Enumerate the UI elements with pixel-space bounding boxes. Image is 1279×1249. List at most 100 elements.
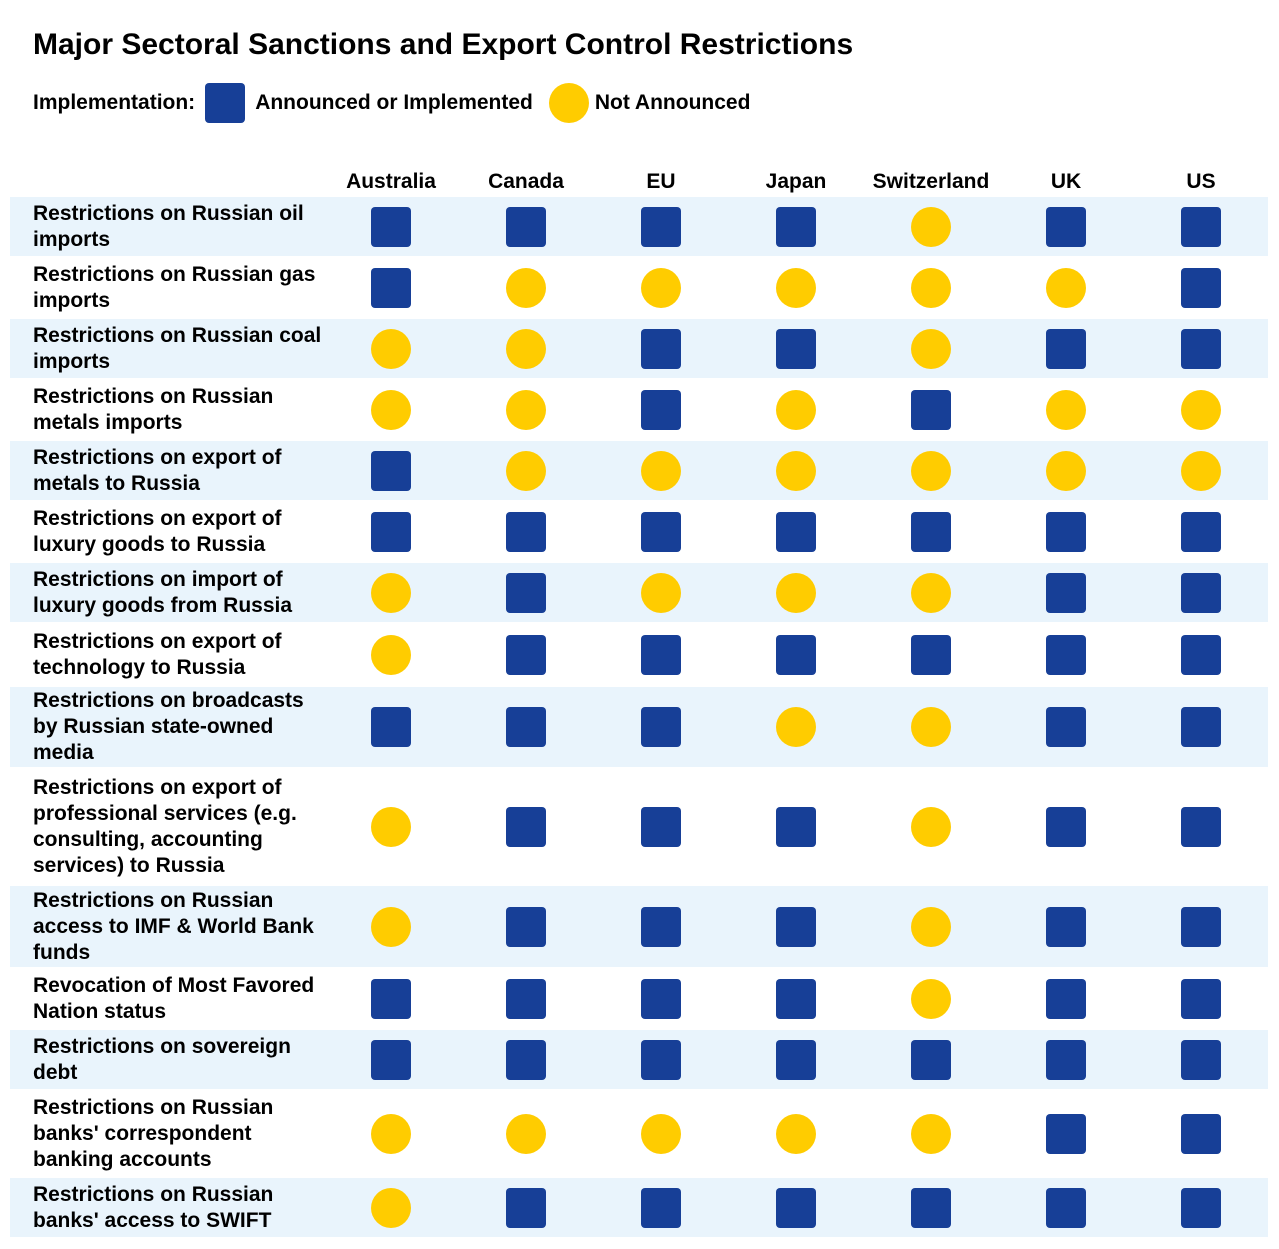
announced-square-marker [1181, 1187, 1221, 1228]
announced-square-marker [776, 806, 816, 847]
announced-square-marker [776, 328, 816, 369]
not-announced-circle-marker [641, 1113, 681, 1154]
not-announced-circle-marker [776, 267, 816, 308]
row-label: Restrictions on import of luxury goods f… [33, 567, 293, 617]
not-announced-circle-marker [641, 572, 681, 613]
legend-label-announced: Announced or Implemented [255, 91, 533, 114]
table-row: Restrictions on Russian oil imports [10, 196, 1268, 257]
row-label: Restrictions on Russian oil imports [33, 201, 304, 251]
not-announced-circle-marker [911, 806, 951, 847]
not-announced-circle-marker [776, 707, 816, 747]
announced-square-marker [641, 634, 681, 675]
table-row: Restrictions on export of luxury goods t… [10, 501, 1268, 562]
announced-square-marker [371, 206, 411, 247]
sanctions-table: Australia Canada EU Japan Switzerland UK US Re… [10, 166, 1268, 1238]
not-announced-circle-marker [371, 389, 411, 430]
legend: Implementation: Announced or Implemented… [33, 82, 750, 124]
not-announced-circle-marker [371, 806, 411, 847]
not-announced-circle-marker [506, 450, 546, 491]
announced-square-marker [911, 1039, 951, 1080]
not-announced-circle-marker [371, 634, 411, 675]
not-announced-circle-marker [911, 1113, 951, 1154]
table-row: Restrictions on export of technology to … [10, 623, 1268, 686]
not-announced-circle-marker [776, 572, 816, 613]
announced-square-marker [1046, 1187, 1086, 1228]
row-label: Restrictions on Russian banks' access to… [33, 1182, 274, 1232]
announced-square-marker [911, 389, 951, 430]
legend-label-not-announced: Not Announced [594, 91, 751, 114]
announced-square-marker [506, 1187, 546, 1228]
not-announced-circle-marker [371, 572, 411, 613]
announced-square-marker [1181, 978, 1221, 1019]
row-label: Restrictions on export of technology to … [33, 629, 282, 679]
announced-square-marker [371, 511, 411, 552]
announced-square-marker [506, 906, 546, 947]
not-announced-circle-marker [1046, 450, 1086, 491]
not-announced-circle-marker [776, 1113, 816, 1154]
row-label: Restrictions on export of professional s… [33, 775, 297, 877]
announced-square-marker [1181, 906, 1221, 947]
legend-square-marker [205, 83, 246, 123]
announced-square-marker [776, 511, 816, 552]
table-row: Restrictions on Russian banks' access to… [10, 1177, 1268, 1238]
announced-square-marker [371, 267, 411, 308]
not-announced-circle-marker [641, 267, 681, 308]
row-label: Restrictions on Russian access to IMF & … [33, 888, 314, 964]
announced-square-marker [641, 389, 681, 430]
not-announced-circle-marker [506, 1113, 546, 1154]
legend-circle-marker [548, 83, 589, 123]
not-announced-circle-marker [911, 450, 951, 491]
announced-square-marker [1046, 634, 1086, 675]
column-header-switzerland: Switzerland [872, 170, 990, 193]
not-announced-circle-marker [1181, 450, 1221, 491]
table-row: Revocation of Most Favored Nation status [10, 968, 1268, 1029]
announced-square-marker [1181, 206, 1221, 247]
announced-square-marker [506, 511, 546, 552]
not-announced-circle-marker [911, 206, 951, 247]
not-announced-circle-marker [911, 906, 951, 947]
announced-square-marker [641, 707, 681, 747]
column-header-row: Australia Canada EU Japan Switzerland UK US [10, 166, 1268, 196]
announced-square-marker [641, 1039, 681, 1080]
row-label: Restrictions on sovereign debt [33, 1034, 291, 1084]
announced-square-marker [1046, 1039, 1086, 1080]
not-announced-circle-marker [1046, 389, 1086, 430]
table-row: Restrictions on export of professional s… [10, 768, 1268, 885]
column-header-us: US [1186, 170, 1216, 193]
not-announced-circle-marker [506, 328, 546, 369]
not-announced-circle-marker [911, 267, 951, 308]
announced-square-marker [911, 1187, 951, 1228]
not-announced-circle-marker [776, 389, 816, 430]
announced-square-marker [1046, 511, 1086, 552]
announced-square-marker [641, 906, 681, 947]
row-label: Revocation of Most Favored Nation status [33, 973, 315, 1023]
announced-square-marker [1181, 328, 1221, 369]
row-label: Restrictions on export of metals to Russ… [33, 445, 282, 495]
row-label: Restrictions on Russian banks' correspon… [33, 1095, 274, 1171]
row-label: Restrictions on Russian gas imports [33, 262, 316, 312]
not-announced-circle-marker [371, 328, 411, 369]
announced-square-marker [506, 206, 546, 247]
row-label: Restrictions on Russian coal imports [33, 323, 322, 373]
not-announced-circle-marker [1046, 267, 1086, 308]
announced-square-marker [776, 978, 816, 1019]
row-label: Restrictions on Russian metals imports [33, 384, 274, 434]
announced-square-marker [776, 1039, 816, 1080]
not-announced-circle-marker [371, 906, 411, 947]
announced-square-marker [371, 450, 411, 491]
column-header-japan: Japan [765, 170, 827, 193]
announced-square-marker [1046, 572, 1086, 613]
announced-square-marker [506, 1039, 546, 1080]
table-body: Restrictions on Russian oil imports Restr… [10, 196, 1268, 1238]
column-header-uk: UK [1050, 170, 1082, 193]
announced-square-marker [776, 1187, 816, 1228]
announced-square-marker [776, 206, 816, 247]
announced-square-marker [641, 978, 681, 1019]
announced-square-marker [911, 634, 951, 675]
table-row: Restrictions on Russian banks' correspon… [10, 1090, 1268, 1177]
table-row: Restrictions on sovereign debt [10, 1029, 1268, 1090]
announced-square-marker [506, 572, 546, 613]
not-announced-circle-marker [371, 1113, 411, 1154]
announced-square-marker [641, 806, 681, 847]
announced-square-marker [1181, 1039, 1221, 1080]
